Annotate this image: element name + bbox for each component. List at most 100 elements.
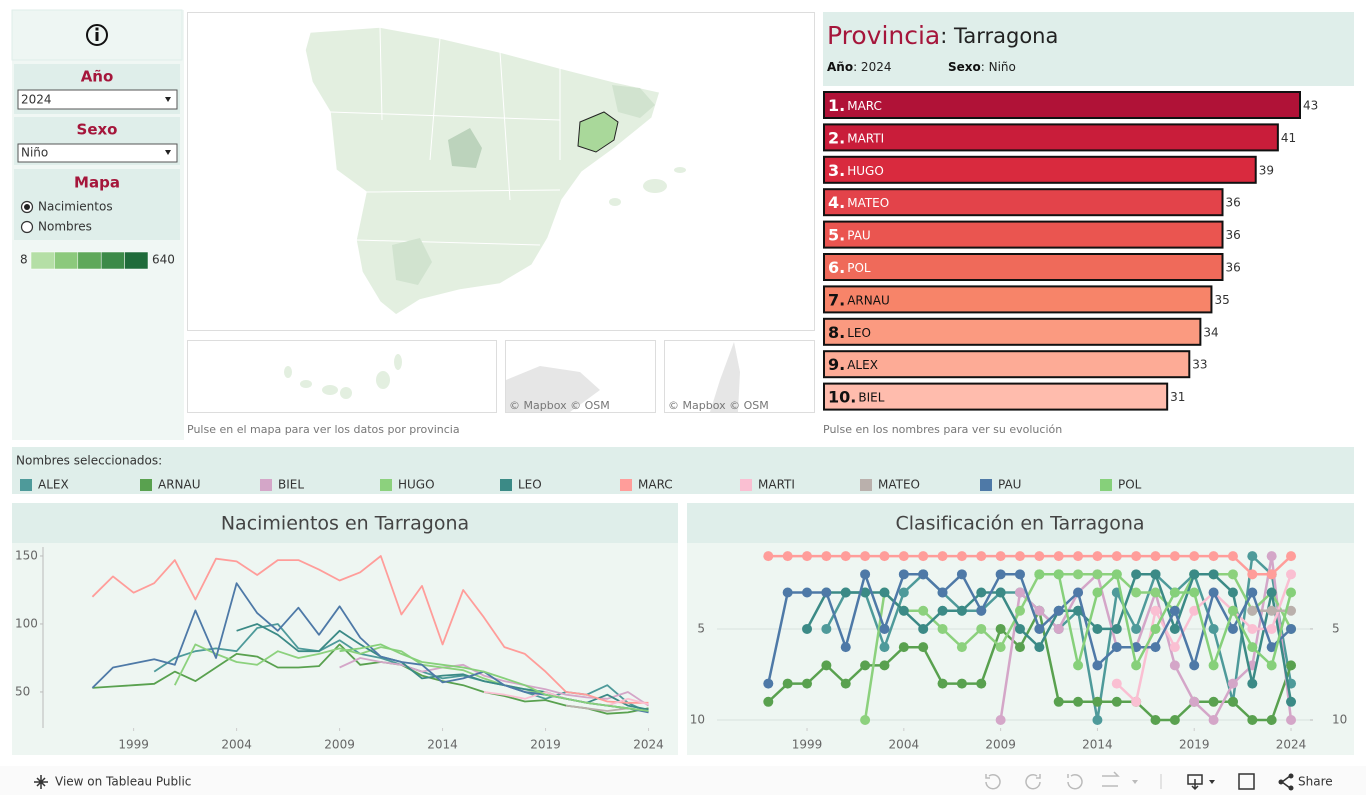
series-marker[interactable]: [918, 569, 929, 580]
series-marker[interactable]: [937, 605, 948, 616]
series-marker[interactable]: [1208, 623, 1219, 634]
series-marker[interactable]: [763, 678, 774, 689]
download-icon[interactable]: [1187, 774, 1203, 791]
series-marker[interactable]: [879, 551, 890, 562]
series-marker[interactable]: [1014, 587, 1025, 598]
series-marker[interactable]: [1227, 587, 1238, 598]
series-marker[interactable]: [1286, 605, 1297, 616]
series-marker[interactable]: [1169, 623, 1180, 634]
series-marker[interactable]: [1266, 642, 1277, 653]
info-icon[interactable]: [86, 24, 108, 46]
series-marker[interactable]: [1169, 587, 1180, 598]
series-marker[interactable]: [1227, 696, 1238, 707]
legend-item[interactable]: LEO: [500, 478, 542, 492]
series-marker[interactable]: [1247, 551, 1258, 562]
series-marker[interactable]: [1247, 623, 1258, 634]
series-marker[interactable]: [1131, 660, 1142, 671]
series-marker[interactable]: [1227, 569, 1238, 580]
fullscreen-icon[interactable]: [1238, 773, 1255, 790]
refresh-icon[interactable]: [1102, 771, 1120, 787]
series-marker[interactable]: [1111, 623, 1122, 634]
series-marker[interactable]: [1208, 551, 1219, 562]
series-marker[interactable]: [860, 660, 871, 671]
series-marker[interactable]: [937, 551, 948, 562]
series-marker[interactable]: [1189, 696, 1200, 707]
radio-option[interactable]: Nombres: [20, 220, 92, 234]
series-marker[interactable]: [956, 551, 967, 562]
radio-option[interactable]: Nacimientos: [20, 200, 113, 214]
series-marker[interactable]: [1073, 660, 1084, 671]
legend-item[interactable]: POL: [1100, 478, 1142, 492]
series-marker[interactable]: [995, 587, 1006, 598]
series-marker[interactable]: [1053, 551, 1064, 562]
series-marker[interactable]: [976, 551, 987, 562]
series-marker[interactable]: [1227, 678, 1238, 689]
series-marker[interactable]: [821, 660, 832, 671]
series-marker[interactable]: [995, 551, 1006, 562]
series-marker[interactable]: [1014, 551, 1025, 562]
series-marker[interactable]: [1073, 569, 1084, 580]
series-marker[interactable]: [1131, 569, 1142, 580]
series-marker[interactable]: [1266, 623, 1277, 634]
series-marker[interactable]: [1169, 551, 1180, 562]
series-marker[interactable]: [956, 642, 967, 653]
undo-icon[interactable]: [985, 774, 1001, 790]
view-on-tableau[interactable]: View on Tableau Public: [34, 775, 191, 790]
series-marker[interactable]: [1247, 569, 1258, 580]
legend-item[interactable]: MATEO: [860, 478, 920, 492]
series-marker[interactable]: [995, 714, 1006, 725]
series-marker[interactable]: [1227, 623, 1238, 634]
bar-item[interactable]: 3. HUGO 39: [823, 155, 1274, 184]
canarias-map[interactable]: [284, 354, 402, 399]
series-marker[interactable]: [1073, 605, 1084, 616]
series-marker[interactable]: [1014, 642, 1025, 653]
sex-select[interactable]: Niño: [17, 143, 178, 163]
series-marker[interactable]: [1286, 551, 1297, 562]
series-marker[interactable]: [898, 605, 909, 616]
series-marker[interactable]: [1208, 696, 1219, 707]
legend-item[interactable]: ALEX: [20, 478, 69, 492]
series-marker[interactable]: [1247, 714, 1258, 725]
series-marker[interactable]: [1247, 587, 1258, 598]
series-marker[interactable]: [1189, 569, 1200, 580]
series-marker[interactable]: [1208, 714, 1219, 725]
series-marker[interactable]: [1131, 623, 1142, 634]
bar-item[interactable]: 9. ALEX 33: [823, 350, 1208, 379]
series-marker[interactable]: [976, 605, 987, 616]
series-marker[interactable]: [1092, 569, 1103, 580]
legend-item[interactable]: MARC: [620, 478, 673, 492]
series-marker[interactable]: [1266, 587, 1277, 598]
share-button[interactable]: Share: [1278, 773, 1333, 791]
series-marker[interactable]: [1053, 623, 1064, 634]
series-marker[interactable]: [898, 587, 909, 598]
series-marker[interactable]: [1111, 696, 1122, 707]
series-marker[interactable]: [782, 587, 793, 598]
series-marker[interactable]: [763, 551, 774, 562]
series-marker[interactable]: [1266, 551, 1277, 562]
series-marker[interactable]: [840, 678, 851, 689]
series-marker[interactable]: [995, 569, 1006, 580]
series-marker[interactable]: [1053, 605, 1064, 616]
series-marker[interactable]: [1286, 623, 1297, 634]
series-marker[interactable]: [1092, 696, 1103, 707]
series-marker[interactable]: [1286, 569, 1297, 580]
series-marker[interactable]: [1034, 551, 1045, 562]
series-marker[interactable]: [860, 551, 871, 562]
series-marker[interactable]: [995, 623, 1006, 634]
series-marker[interactable]: [1111, 551, 1122, 562]
series-line[interactable]: [1115, 573, 1293, 704]
series-marker[interactable]: [1247, 605, 1258, 616]
series-marker[interactable]: [1266, 569, 1277, 580]
legend-item[interactable]: HUGO: [380, 478, 435, 492]
series-marker[interactable]: [1189, 551, 1200, 562]
series-marker[interactable]: [860, 714, 871, 725]
series-marker[interactable]: [802, 623, 813, 634]
series-marker[interactable]: [821, 623, 832, 634]
series-marker[interactable]: [995, 642, 1006, 653]
series-marker[interactable]: [802, 678, 813, 689]
series-marker[interactable]: [1286, 587, 1297, 598]
series-marker[interactable]: [1247, 678, 1258, 689]
series-marker[interactable]: [1073, 551, 1084, 562]
series-marker[interactable]: [821, 587, 832, 598]
bar-item[interactable]: 8. LEO 34: [823, 317, 1219, 346]
